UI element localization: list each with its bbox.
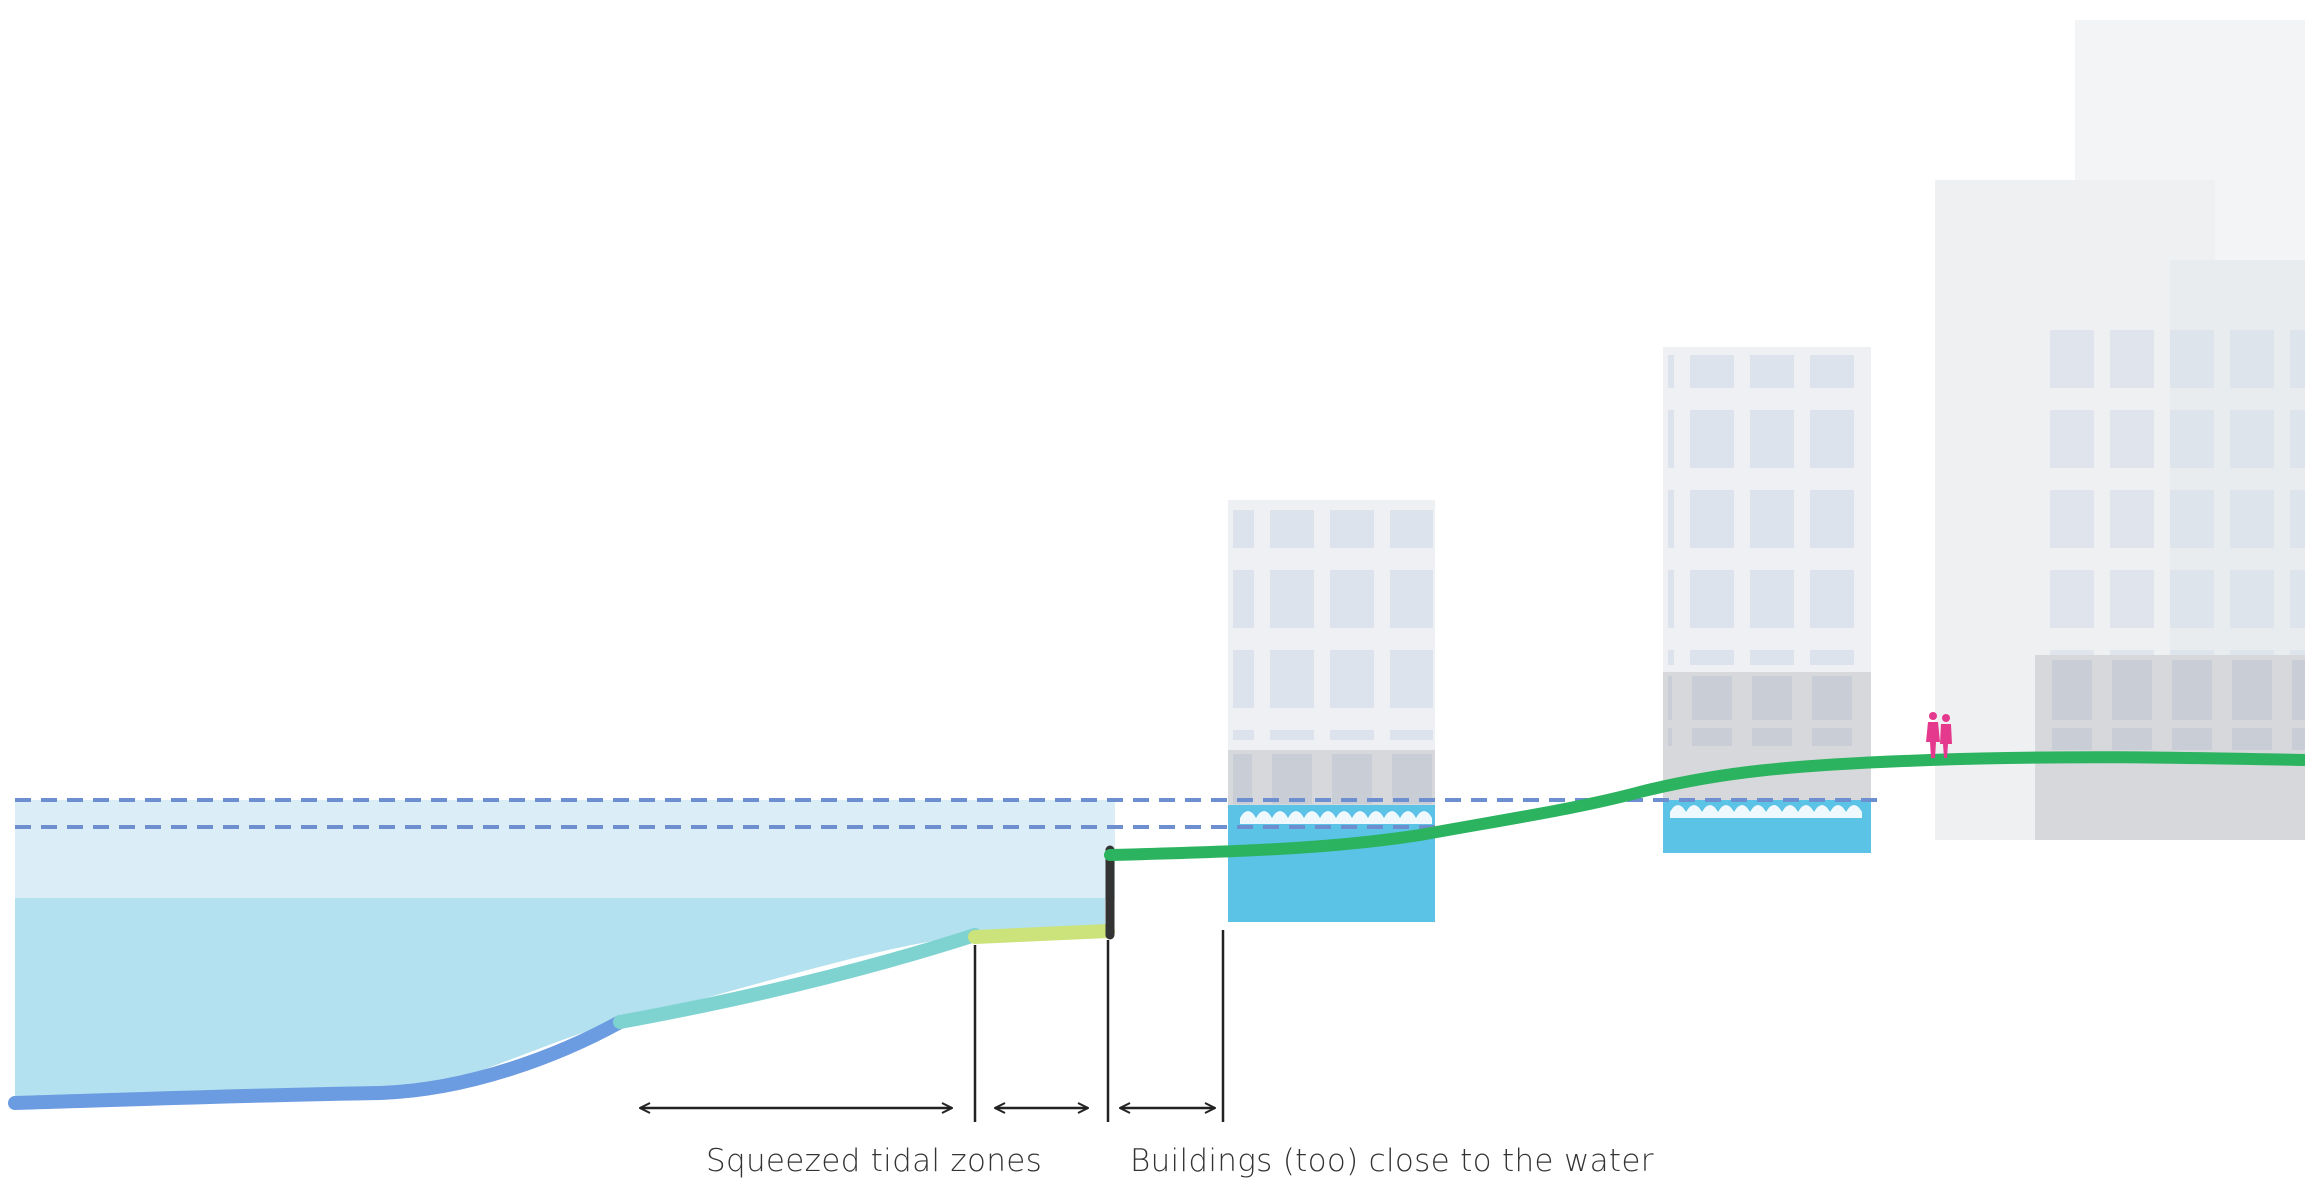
building-right-windows xyxy=(2035,325,2305,655)
river-water xyxy=(15,898,1105,1103)
building-right-base-windows xyxy=(2040,660,2305,750)
flooded-basement xyxy=(1228,805,1435,922)
high-water-band xyxy=(15,800,1115,900)
pedestrians-icon xyxy=(1926,712,1952,758)
embankment-ground xyxy=(1104,751,2305,861)
background-buildings xyxy=(1935,20,2305,840)
riverbed-deep xyxy=(8,1015,627,1110)
wave-icon xyxy=(1240,805,1862,824)
riverbed-shallow xyxy=(613,928,982,1029)
middle-building xyxy=(1663,347,1871,853)
front-building xyxy=(1228,500,1435,922)
label-squeezed-tidal-zones: Squeezed tidal zones xyxy=(706,1143,1043,1179)
label-buildings-close: Buildings (too) close to the water xyxy=(1130,1143,1654,1179)
squeezed-tidal-zone xyxy=(968,924,1115,944)
dimension-lines xyxy=(640,930,1225,1122)
